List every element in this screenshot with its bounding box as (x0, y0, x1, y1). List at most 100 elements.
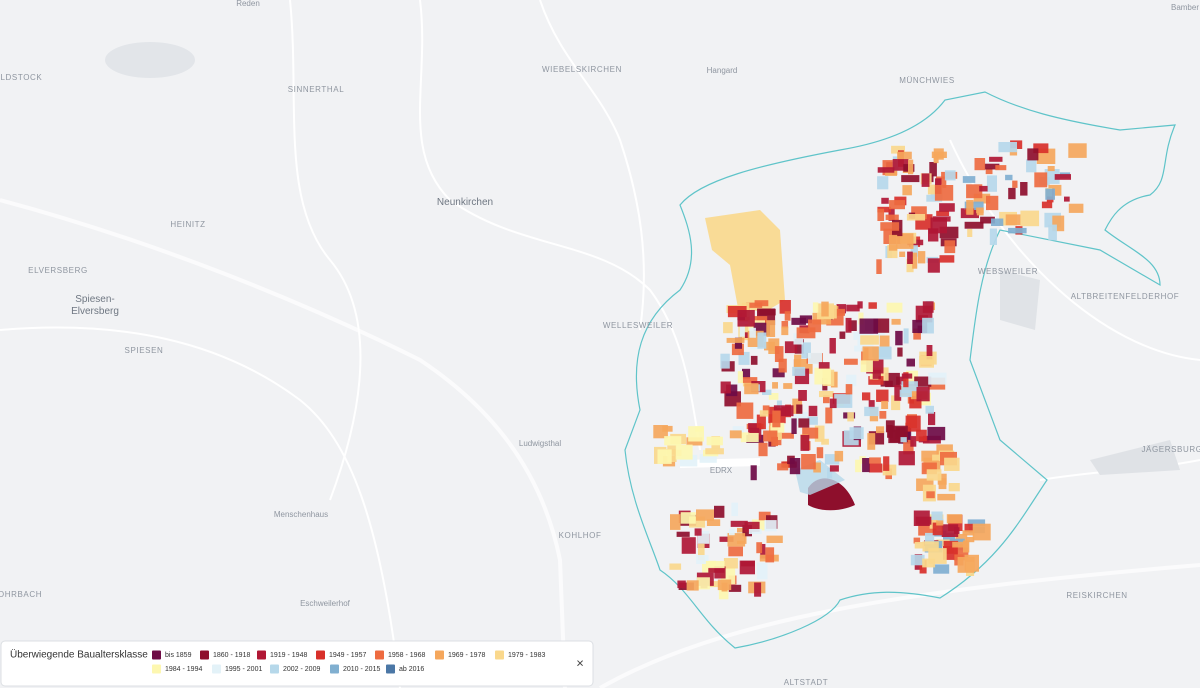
area (887, 245, 898, 259)
legend-label: 1984 - 1994 (165, 666, 202, 673)
area (676, 531, 690, 537)
area (739, 560, 755, 575)
area (946, 514, 963, 524)
place-label: MÜNCHWIES (899, 76, 955, 85)
area (1054, 174, 1071, 180)
place-label: ALTBREITENFELDERHOF (1071, 292, 1180, 301)
place-label: Eschweilerhof (300, 599, 351, 608)
area (717, 579, 732, 591)
area (746, 302, 763, 308)
area (667, 445, 677, 462)
area (833, 308, 845, 316)
place-label: HEINITZ (170, 220, 205, 229)
area (846, 304, 860, 312)
area (749, 327, 756, 338)
area (872, 346, 892, 358)
area (762, 405, 770, 415)
place-label: Menschenhaus (274, 510, 328, 519)
area (964, 201, 984, 210)
area (823, 395, 830, 404)
area (730, 520, 748, 527)
area (901, 175, 920, 183)
area (936, 210, 950, 216)
area (791, 317, 806, 325)
area (879, 335, 890, 349)
area (921, 450, 939, 462)
area (925, 532, 935, 545)
road (0, 326, 401, 688)
area (966, 199, 974, 215)
area (675, 444, 693, 460)
area (891, 395, 901, 411)
area (922, 541, 939, 552)
area (1045, 188, 1055, 200)
area (844, 358, 858, 365)
legend-swatch (152, 650, 161, 660)
area (744, 521, 760, 532)
area (1033, 143, 1049, 154)
area (764, 520, 777, 532)
legend-swatch (330, 664, 339, 674)
legend-label: 1969 - 1978 (448, 652, 485, 659)
area (778, 358, 787, 373)
area (720, 381, 731, 394)
area (729, 430, 742, 439)
area (737, 371, 743, 384)
area (880, 380, 893, 387)
area (669, 563, 682, 570)
area (698, 543, 705, 561)
area (779, 432, 794, 439)
place-label: WIEBELSKIRCHEN (542, 65, 622, 74)
area (910, 554, 925, 566)
area (974, 158, 986, 171)
area (910, 436, 917, 447)
area (906, 358, 915, 367)
area (1020, 210, 1040, 227)
area (1064, 196, 1070, 202)
area (830, 371, 838, 388)
legend-close[interactable]: × (576, 655, 584, 670)
legend-title: Überwiegende Baualtersklasse (10, 649, 148, 661)
building-age-areas (653, 140, 1087, 600)
area (901, 381, 918, 394)
area (922, 558, 936, 568)
legend: Überwiegende Baualtersklasse bis 1859 186… (0, 640, 594, 687)
area (876, 259, 882, 274)
area (912, 252, 918, 269)
area (740, 432, 759, 443)
legend-swatch (200, 650, 209, 660)
area (794, 339, 804, 354)
road (419, 0, 701, 451)
area (739, 322, 745, 337)
area (1090, 440, 1180, 475)
area (860, 360, 873, 373)
place-label: SPIESEN (125, 346, 164, 355)
area (706, 436, 723, 446)
area (976, 207, 984, 214)
area (868, 463, 883, 473)
area (859, 318, 879, 334)
area (763, 430, 778, 442)
area (877, 167, 895, 173)
area (821, 438, 829, 445)
area (877, 206, 891, 213)
area (741, 377, 758, 383)
area (849, 427, 864, 440)
area (696, 555, 709, 564)
area (784, 341, 798, 354)
area (964, 221, 984, 229)
area (718, 584, 729, 600)
area (784, 311, 791, 321)
area (1044, 169, 1060, 184)
area (914, 542, 924, 549)
area (869, 457, 881, 464)
area (857, 301, 863, 309)
area (765, 547, 775, 563)
area (728, 546, 743, 557)
area (738, 351, 750, 365)
legend-swatch (316, 650, 325, 660)
area (766, 320, 776, 337)
area (798, 390, 807, 401)
area (779, 300, 791, 314)
